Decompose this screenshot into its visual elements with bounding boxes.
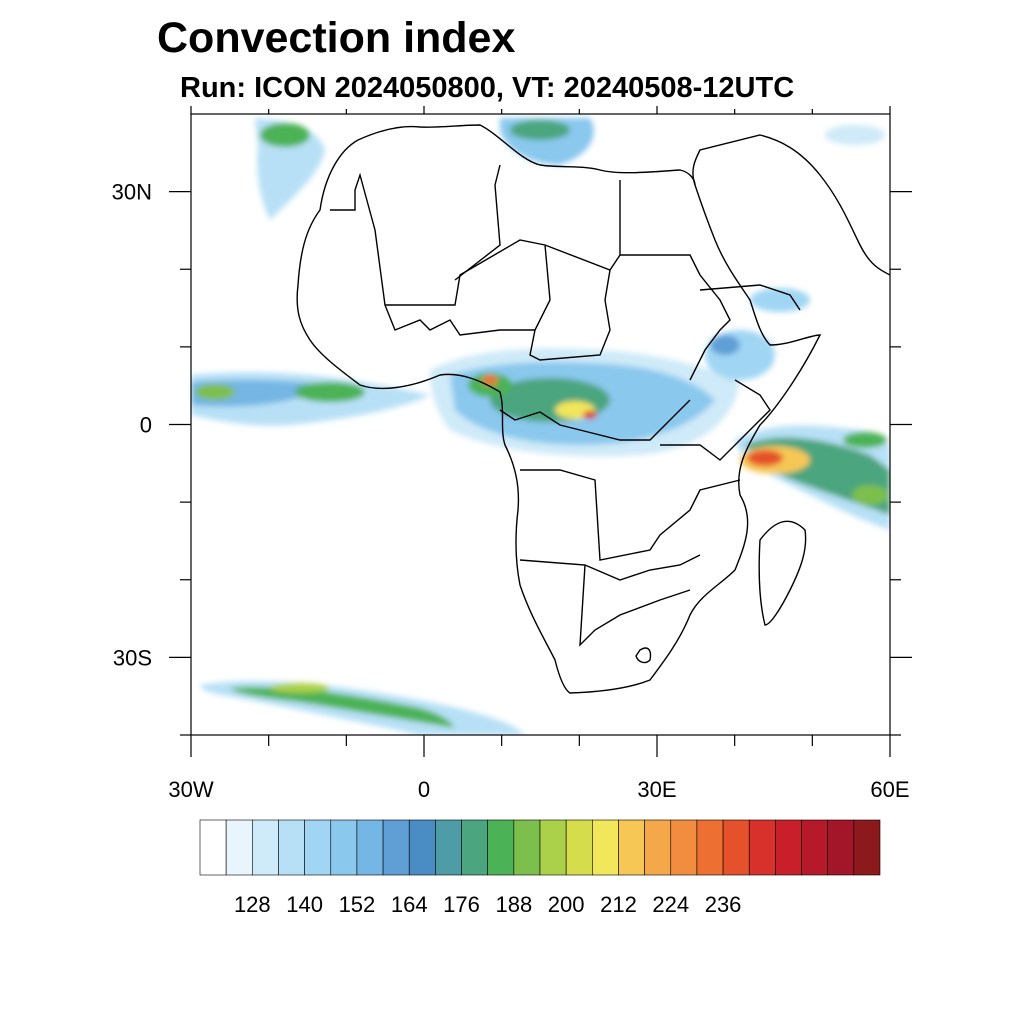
colorbar-label: 140: [286, 892, 323, 917]
colorbar-swatch: [356, 819, 384, 876]
colorbar-labels: 128 140 152 164 176 188 200 212 224 236: [234, 892, 741, 917]
colorbar-swatch: [435, 819, 462, 876]
colorbar-swatch: [722, 819, 750, 876]
colorbar-label: 176: [443, 892, 480, 917]
colorbar-swatch: [513, 819, 541, 876]
colorbar-swatch: [199, 819, 227, 876]
colorbar-swatch: [487, 819, 515, 876]
colorbar-swatch: [382, 819, 410, 876]
lon-tick-label: 60E: [870, 777, 909, 802]
colorbar-swatch: [304, 819, 332, 876]
colorbar-swatch: [748, 819, 776, 876]
colorbar-swatch: [801, 819, 828, 876]
colorbar-label: 200: [548, 892, 585, 917]
colorbar-label: 152: [339, 892, 376, 917]
lon-tick-label: 30W: [168, 777, 213, 802]
colorbar-label: 212: [600, 892, 637, 917]
colorbar-swatch: [565, 819, 593, 876]
lat-tick-label: 30S: [113, 645, 152, 670]
colorbar-label: 224: [652, 892, 689, 917]
colorbar-label: 236: [705, 892, 742, 917]
colorbar-swatch: [696, 819, 724, 876]
colorbar-swatch: [827, 819, 855, 876]
colorbar-swatch: [252, 819, 279, 876]
colorbar-swatch: [461, 819, 488, 876]
colorbar-swatch: [618, 819, 645, 876]
coastlines: [296, 124, 890, 694]
colorbar: [199, 819, 881, 876]
colorbar-swatch: [670, 819, 698, 876]
lon-tick-label: 30E: [637, 777, 676, 802]
colorbar-swatch: [644, 819, 672, 876]
convection-field: [191, 118, 890, 735]
colorbar-swatch: [592, 819, 619, 876]
lon-tick-label: 0: [418, 777, 430, 802]
colorbar-label: 128: [234, 892, 271, 917]
colorbar-swatch: [539, 819, 567, 876]
axis-tick-labels: 30W 0 30E 60E 30N 0 30S: [112, 180, 910, 802]
colorbar-swatch: [853, 819, 881, 876]
colorbar-swatch: [225, 819, 253, 876]
chart-title: Convection index: [157, 14, 516, 62]
colorbar-swatch: [408, 819, 436, 876]
chart-subtitle: Run: ICON 2024050800, VT: 20240508-12UTC: [180, 72, 795, 104]
axis-ticks: [169, 106, 912, 757]
colorbar-swatch: [278, 819, 305, 876]
colorbar-label: 188: [495, 892, 532, 917]
colorbar-swatch: [330, 819, 358, 876]
lat-tick-label: 30N: [112, 180, 152, 205]
colorbar-label: 164: [391, 892, 428, 917]
colorbar-swatch: [775, 819, 802, 876]
lat-tick-label: 0: [140, 413, 152, 438]
